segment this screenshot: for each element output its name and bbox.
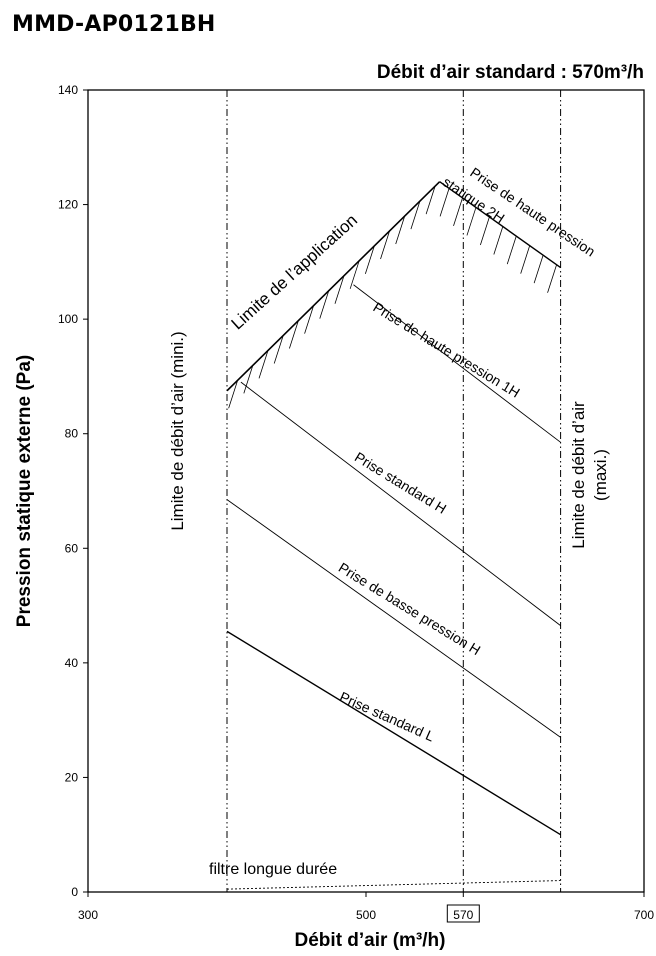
- series-line-haute-pression-1h: [353, 284, 561, 443]
- hatch-left-5: [289, 320, 299, 349]
- x-tick-label-700: 700: [634, 908, 654, 922]
- hatch-right-1: [439, 188, 450, 217]
- y-tick-label-0: 0: [71, 885, 78, 899]
- x-tick-label-500: 500: [356, 908, 376, 922]
- airflow-limit-lines: [226, 90, 562, 892]
- y-tick-label-20: 20: [65, 770, 79, 784]
- y-tick-label-40: 40: [65, 656, 79, 670]
- hatch-right-7: [520, 245, 531, 274]
- model-title: MMD-AP0121BH: [12, 12, 216, 37]
- series-line-standard-h: [240, 381, 561, 626]
- x-axis-label: Débit d’air (m³/h): [295, 930, 446, 951]
- max-airflow-limit-label-line1: Limite de débit d’air: [569, 401, 588, 549]
- axis-ticks: 300 500 570 700 0 20 40 60 80 100 120 140: [58, 83, 654, 923]
- hatch-left-8: [334, 275, 345, 304]
- label-filtre-longue-duree: filtre longue durée: [209, 861, 337, 878]
- hatch-left-13: [410, 200, 421, 230]
- hatch-left-10: [364, 245, 375, 275]
- hatch-left-1: [228, 380, 239, 409]
- series-line-haute-pression-2h: [439, 181, 562, 269]
- max-airflow-limit-label-line2: (maxi.): [591, 449, 610, 501]
- series-lines: [226, 181, 562, 890]
- min-airflow-limit-label: Limite de débit d’air (mini.): [168, 331, 187, 530]
- application-limit-hatching: [228, 186, 557, 409]
- application-limit-line: [226, 181, 441, 392]
- label-standard-h: Prise standard H: [352, 449, 449, 517]
- hatch-right-5: [493, 226, 504, 255]
- y-axis-label: Pression statique externe (Pa): [14, 355, 35, 627]
- y-tick-label-140: 140: [58, 83, 78, 97]
- label-basse-pression-h: Prise de basse pression H: [336, 559, 484, 658]
- hatch-left-6: [304, 305, 314, 334]
- x-tick-highlight-box: [446, 904, 480, 923]
- chart-title: Débit d’air standard : 570m³/h: [377, 62, 644, 83]
- hatch-left-4: [273, 335, 284, 364]
- hatch-left-12: [395, 215, 406, 245]
- label-standard-l: Prise standard L: [337, 688, 437, 744]
- series-line-standard-l: [226, 630, 561, 836]
- hatch-left-2: [243, 365, 254, 394]
- hatch-left-11: [380, 230, 390, 260]
- hatch-right-2: [453, 197, 463, 227]
- hatch-left-3: [258, 350, 269, 379]
- x-tick-label-570: 570: [453, 908, 473, 922]
- series-line-basse-pression-h: [226, 499, 561, 738]
- hatch-right-9: [547, 264, 557, 293]
- label-haute-pression-1h: Prise de haute pression 1H: [370, 299, 522, 401]
- hatch-right-8: [533, 255, 544, 284]
- hatch-left-7: [319, 290, 330, 319]
- hatch-left-14: [425, 186, 436, 215]
- y-tick-label-120: 120: [58, 198, 78, 212]
- series-line-filtre-longue-duree: [226, 880, 561, 890]
- application-limit-label: Limite de l’application: [228, 210, 362, 333]
- hatch-right-4: [480, 216, 490, 246]
- hatch-right-6: [506, 235, 517, 265]
- hatch-left-9: [349, 260, 360, 289]
- hatch-right-3: [466, 207, 477, 236]
- y-tick-label-100: 100: [58, 312, 78, 326]
- y-tick-label-80: 80: [65, 427, 79, 441]
- x-tick-label-300: 300: [78, 908, 98, 922]
- y-tick-label-60: 60: [65, 541, 79, 555]
